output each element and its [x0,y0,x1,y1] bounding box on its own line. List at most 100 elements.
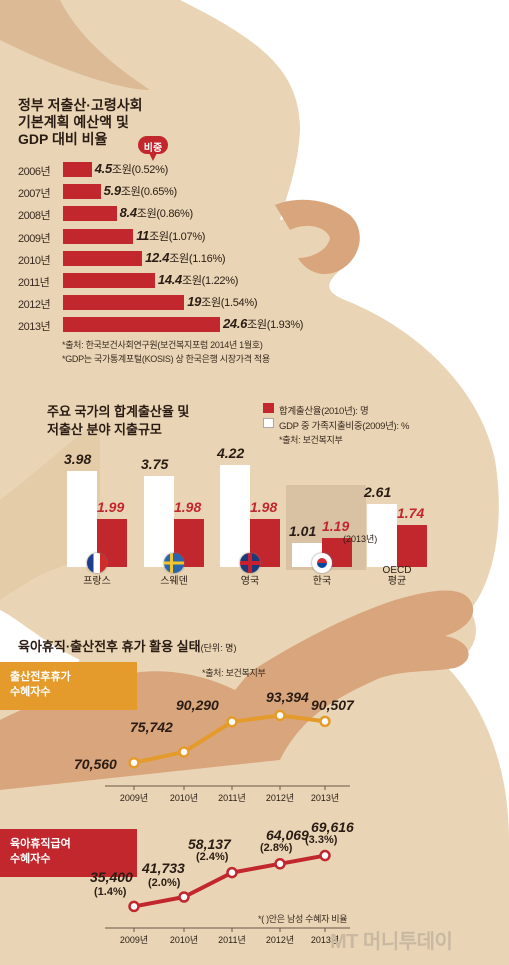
budget-ratio: (0.52%) [131,164,169,176]
section3-title: 육아휴직·출산전후 휴가 활용 실태(단위: 명) [18,636,236,656]
x-tick-label: 2010년 [170,793,198,803]
budget-bar [63,273,155,288]
fertility-value: 1.99 [97,498,125,515]
data-point [274,858,286,870]
male-ratio-label: (3.3%) [305,833,338,846]
value-label: 64,069 [266,826,309,843]
country-label-line: 평균 [387,576,407,587]
lower-arm [0,590,474,790]
budget-unit: 조원 [169,252,189,265]
ratio-pin-badge: 비중 [138,136,168,162]
budget-bar [63,228,134,244]
budget-value-label: 8.4조원(0.86%) [119,205,194,221]
budget-value: 24.6 [223,316,248,332]
section1-title-line2: 기본계획 예산액 및 [18,114,129,130]
maternity-leave-line-chart: 2009년 2010년 2011년 2012년 2013년 [105,709,350,803]
korea-flag-icon [312,553,332,573]
section1-title-line3: GDP 대비 비율 [18,131,108,147]
budget-bar [63,317,220,333]
fertility-value: 1.19 [322,518,350,535]
data-point [319,849,331,862]
value-label: 90,290 [176,696,219,713]
sweden-flag-icon [164,553,184,573]
section2-source: *출처: 보건복지부 [279,435,343,445]
budget-value-label: 24.6조원(1.93%) [223,316,303,332]
parental-tag-line2: 수혜자수 [10,853,51,865]
budget-unit: 조원 [247,319,267,332]
parental-tag-line1: 육아휴직급여 [10,838,71,850]
year-label: 2009년 [18,232,51,245]
male-ratio-label: (2.0%) [148,877,181,889]
country-label: 프랑스 [83,576,111,587]
section3-title-text: 육아휴직·출산전후 휴가 활용 실태 [18,639,201,654]
x-tick-label: 2011년 [218,793,246,803]
x-tick-label: 2010년 [170,935,198,945]
fertility-value: 1.74 [397,504,425,521]
budget-value: 8.4 [119,205,137,221]
maternity-tag-line1: 출산전후휴가 [10,671,71,683]
budget-bar [63,206,117,222]
maternity-tag-line2: 수혜자수 [10,686,51,698]
uk-flag-icon [240,553,260,573]
ratio-pin-label: 비중 [143,143,163,154]
hair-shadow [0,0,150,90]
data-point [226,866,238,879]
spending-value: 2.61 [364,483,392,500]
value-label: 75,742 [130,718,173,735]
maternity-leave-tag: 출산전후휴가 수혜자수 [0,662,137,710]
budget-value: 4.5 [94,161,112,176]
budget-value-label: 12.4조원(1.16%) [145,250,225,266]
country-label-line: OECD [382,565,412,576]
pin-shape [138,136,168,161]
value-label: 69,616 [311,818,354,835]
budget-bar [63,250,143,266]
budget-value-label: 19조원(1.54%) [187,294,257,310]
budget-value-label: 14.4조원(1.22%) [158,272,238,288]
spending-bar [220,465,250,567]
year-label: 2007년 [18,188,51,201]
value-label: 58,137 [188,835,231,852]
fertility-bar [397,524,427,567]
budget-ratio: (1.54%) [220,297,258,310]
spending-bar [367,503,397,567]
data-point [178,891,190,903]
budget-ratio: (1.16%) [188,252,226,265]
data-point [274,709,286,722]
budget-value-label: 5.9조원(0.65%) [104,183,178,199]
section3-unit: (단위: 명) [200,643,237,653]
x-tick-label: 2012년 [266,793,294,803]
year-label: 2013년 [18,321,51,334]
year-label: 2008년 [18,210,51,223]
budget-ratio: (0.65%) [140,186,177,199]
year-label: 2012년 [18,299,51,312]
spending-value: 1.01 [289,522,317,539]
x-tick-label: 2012년 [266,935,294,945]
male-ratio-label: (2.8%) [260,841,293,854]
publisher-watermark: MT 머니투데이 [330,931,453,953]
budget-unit: 조원 [120,186,141,199]
value-label: 90,507 [311,697,354,714]
budget-value: 19 [187,294,202,310]
value-label: 70,560 [74,755,117,772]
value-label: 41,733 [142,860,185,876]
budget-bar [63,295,185,311]
legend-label-fertility: 합계출산율(2010년): 명 [279,406,369,417]
data-point [226,716,238,728]
budget-ratio: (0.86%) [156,208,193,221]
data-point [128,756,140,769]
spending-value: 3.75 [141,456,169,473]
data-point [319,715,331,728]
legend-swatch-fertility [263,403,274,413]
country-label: OECD 평균 [367,565,427,587]
korea-year-note: (2013년) [343,534,378,544]
value-label: 35,400 [90,869,133,886]
country-label: 스웨덴 [160,576,188,587]
budget-bar [63,184,101,200]
x-tick-label: 2013년 [311,935,339,945]
parental-leave-line-chart: 2009년 2010년 2011년 2012년 2013년 [105,849,350,945]
value-label: 93,394 [266,689,309,706]
section2-title-line1: 주요 국가의 합계출산율 및 [47,404,190,419]
data-point [178,746,190,758]
